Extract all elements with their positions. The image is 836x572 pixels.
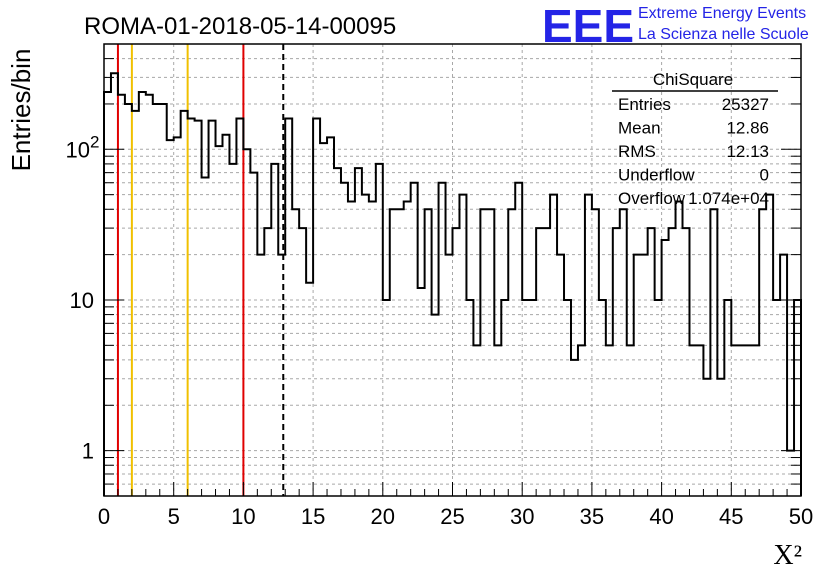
stats-label: Mean: [618, 119, 661, 138]
x-tick-label: 5: [168, 504, 180, 529]
stats-title: ChiSquare: [653, 70, 733, 89]
stats-label: Entries: [618, 95, 671, 114]
y-tick-label: 10: [70, 288, 94, 313]
x-tick-label: 20: [371, 504, 395, 529]
stats-value: 1.074e+04: [688, 189, 769, 208]
eee-logo: EEE Extreme Energy Events La Scienza nel…: [542, 0, 809, 52]
chart-title: ROMA-01-2018-05-14-00095: [84, 13, 396, 40]
axis-ticks: [103, 43, 802, 497]
grid-lines: [103, 43, 802, 497]
stats-value: 25327: [722, 95, 769, 114]
x-tick-label: 25: [440, 504, 464, 529]
x-tick-label: 50: [789, 504, 813, 529]
logo-mark: EEE: [542, 0, 634, 52]
y-axis-label: Entries/bin: [6, 49, 36, 172]
x-tick-label: 40: [649, 504, 673, 529]
stats-label: RMS: [618, 142, 656, 161]
y-tick-label: 10: [66, 137, 90, 162]
x-tick-labels: 0 5 10 15 20 25 30 35 40 45 50: [98, 504, 813, 529]
logo-line-2: La Scienza nelle Scuole: [638, 26, 809, 43]
stats-label: Overflow: [618, 189, 686, 208]
x-tick-label: 0: [98, 504, 110, 529]
x-tick-label: 10: [231, 504, 255, 529]
x-tick-label: 45: [719, 504, 743, 529]
x-tick-label: 15: [301, 504, 325, 529]
histogram-series: [103, 72, 802, 496]
stats-box: ChiSquare Entries 25327 Mean 12.86 RMS 12.13 U…: [612, 70, 778, 208]
x-tick-label: 35: [580, 504, 604, 529]
stats-value: 12.13: [726, 142, 769, 161]
y-tick-exponent: 2: [90, 132, 99, 151]
x-axis-label: X²: [773, 540, 802, 571]
stats-value: 0: [760, 166, 769, 185]
reference-lines: [116, 44, 285, 496]
stats-label: Underflow: [618, 166, 695, 185]
y-tick-label: 1: [82, 439, 94, 464]
x-tick-label: 30: [510, 504, 534, 529]
logo-line-1: Extreme Energy Events: [638, 5, 806, 22]
stats-value: 12.86: [726, 119, 769, 138]
